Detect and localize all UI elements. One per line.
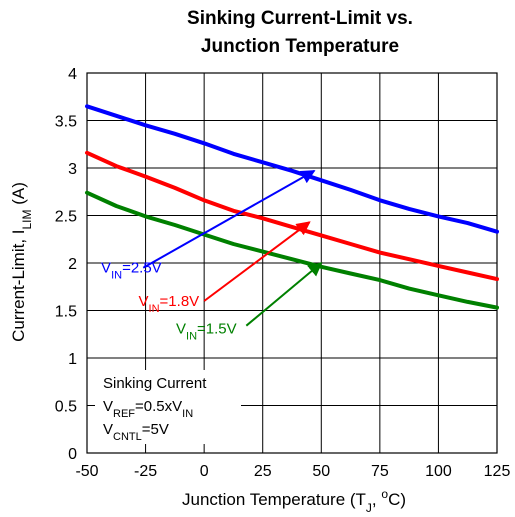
series-curves <box>85 104 499 310</box>
note-line-2: VREF=0.5xVIN <box>103 398 193 420</box>
x-axis-label: Junction Temperature (TJ, oC) <box>182 487 406 515</box>
x-tick-label: 100 <box>425 463 452 480</box>
series-line-2 <box>85 150 499 282</box>
chart-title-line-2: Junction Temperature <box>201 36 399 57</box>
series-line-1 <box>85 104 499 234</box>
chart-title-line-1: Sinking Current-Limit vs. <box>187 8 413 29</box>
series-label: VIN=2.5V <box>101 260 162 282</box>
y-tick-label: 0 <box>68 446 77 463</box>
annotation-arrow <box>245 262 323 327</box>
annotation-arrow <box>203 221 311 302</box>
x-tick-label: -50 <box>75 463 98 480</box>
x-tick-label: 75 <box>371 463 389 480</box>
x-tick-label: -25 <box>134 463 157 480</box>
tick-labels: -50 -25 0 25 50 75 100 125 0 0.5 1 1.5 2 2.5 3 3.5 4 <box>55 66 511 480</box>
y-tick-label: 4 <box>68 66 77 83</box>
note-line-1: Sinking Current <box>103 375 207 392</box>
conditions-note: Sinking Current VREF=0.5xVIN VCNTL=5V <box>103 375 207 443</box>
y-tick-label: 2.5 <box>55 209 77 226</box>
x-tick-label: 125 <box>484 463 511 480</box>
x-tick-label: 50 <box>312 463 330 480</box>
y-tick-label: 3 <box>68 161 77 178</box>
note-line-3: VCNTL=5V <box>103 421 169 443</box>
y-tick-label: 2 <box>68 256 77 273</box>
plot-frame <box>86 72 498 454</box>
series-annotations: VIN=2.5V VIN=1.8V VIN=1.5V <box>101 169 323 342</box>
y-tick-label: 1.5 <box>55 304 77 321</box>
x-tick-label: 25 <box>254 463 272 480</box>
annotation-arrow <box>142 169 316 269</box>
note-background <box>95 370 241 444</box>
y-tick-label: 1 <box>68 351 77 368</box>
y-tick-label: 0.5 <box>55 399 77 416</box>
y-axis-label: Current-Limit, ILIM (A) <box>9 182 34 342</box>
y-tick-label: 3.5 <box>55 114 77 131</box>
x-tick-label: 0 <box>200 463 209 480</box>
series-label: VIN=1.5V <box>176 320 237 342</box>
series-label: VIN=1.8V <box>139 293 200 315</box>
series-line-3 <box>85 190 499 310</box>
